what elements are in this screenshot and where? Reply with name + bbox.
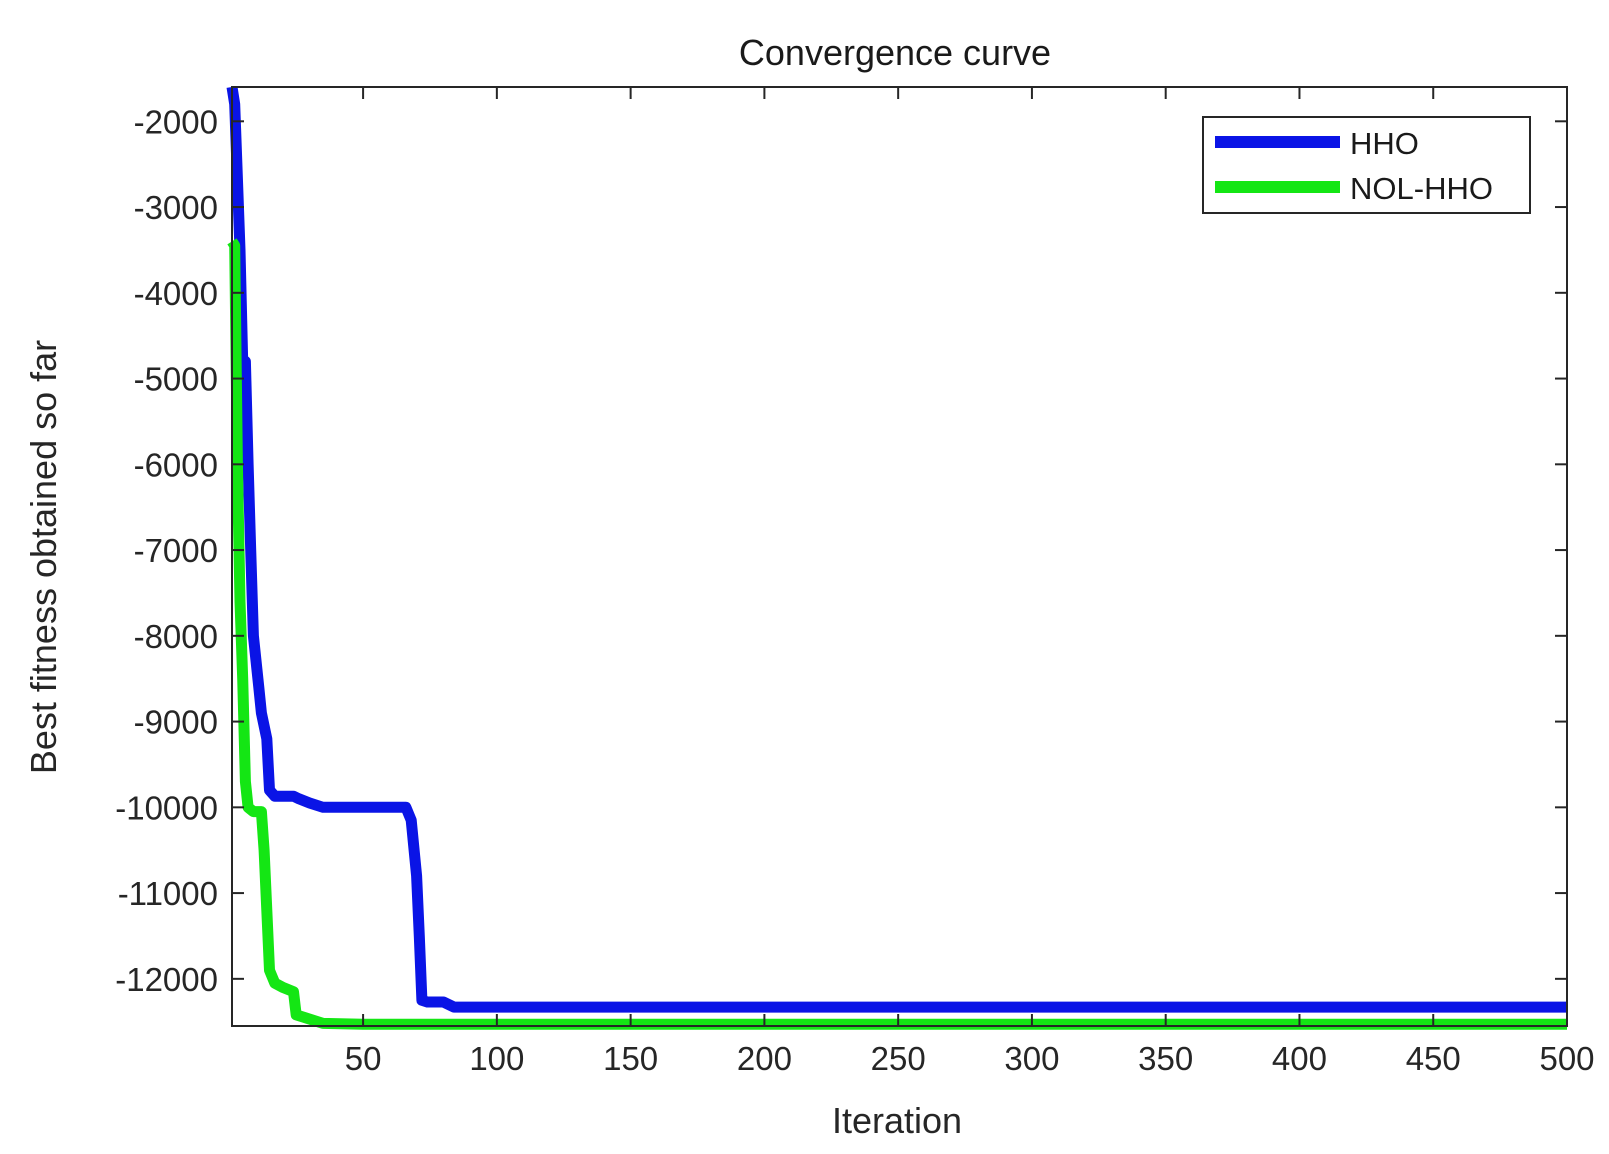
x-tick-label: 300 [1004, 1040, 1059, 1077]
y-tick-label: -10000 [115, 789, 218, 826]
legend-label-nol-hho: NOL-HHO [1350, 171, 1493, 206]
chart-title: Convergence curve [739, 32, 1051, 73]
plot-area [232, 87, 1567, 1026]
y-tick-label: -3000 [134, 189, 218, 226]
y-tick-label: -5000 [134, 361, 218, 398]
x-tick-label: 100 [469, 1040, 524, 1077]
legend-box [1202, 116, 1531, 214]
x-tick-label: 450 [1406, 1040, 1461, 1077]
legend: HHO NOL-HHO [1202, 116, 1531, 214]
series-layer [226, 86, 1567, 1030]
x-axis-label: Iteration [832, 1100, 962, 1141]
plot-frame [231, 86, 1568, 1027]
x-tick-label: 250 [871, 1040, 926, 1077]
x-tick-label: 150 [603, 1040, 658, 1077]
tick-layer: 50 100 150 200 250 300 350 400 450 500 -2000 -3000 -… [115, 87, 1595, 1077]
y-tick-label: -9000 [134, 704, 218, 741]
y-tick-label: -4000 [134, 275, 218, 312]
x-tick-label: 350 [1138, 1040, 1193, 1077]
x-tick-label: 200 [737, 1040, 792, 1077]
y-tick-label: -12000 [115, 961, 218, 998]
x-tick-label: 50 [345, 1040, 382, 1077]
legend-label-hho: HHO [1350, 126, 1419, 161]
y-tick-label: -11000 [118, 875, 218, 912]
series-line-nol-hho [227, 238, 1567, 1030]
y-tick-label: -7000 [134, 532, 218, 569]
y-tick-label: -8000 [134, 618, 218, 655]
x-tick-label: 400 [1272, 1040, 1327, 1077]
y-axis-label: Best fitness obtained so far [23, 340, 64, 774]
y-tick-label: -2000 [134, 103, 218, 140]
y-tick-label: -6000 [134, 446, 218, 483]
x-tick-label: 500 [1539, 1040, 1594, 1077]
series-line-hho [226, 86, 1567, 1013]
